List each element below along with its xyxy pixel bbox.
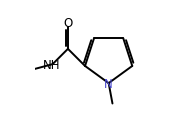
Text: NH: NH: [43, 59, 61, 72]
Text: N: N: [104, 77, 113, 90]
Text: O: O: [63, 17, 73, 30]
